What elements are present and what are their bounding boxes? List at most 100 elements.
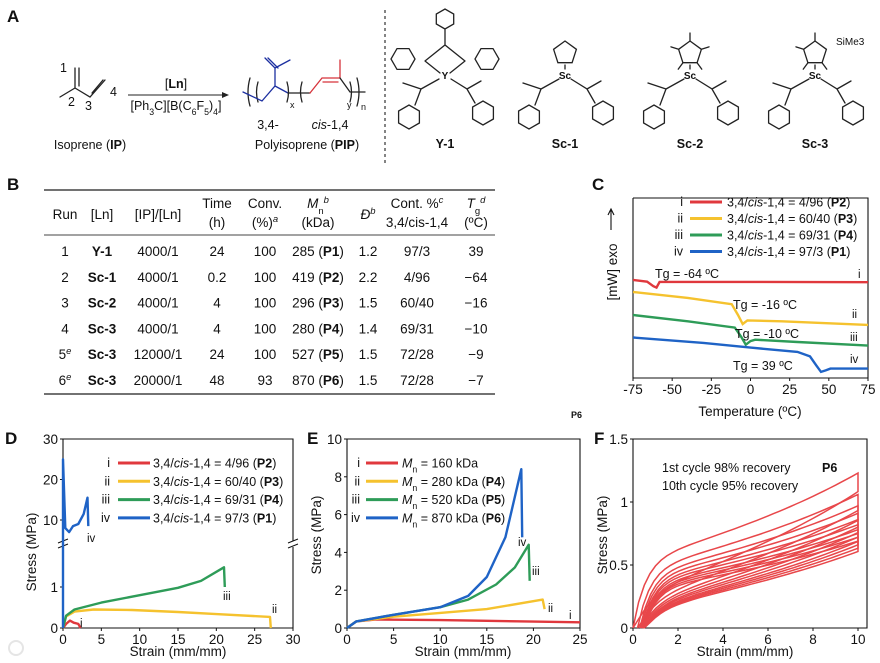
cell-d: 1.4 xyxy=(359,321,378,336)
complex-name: Sc-2 xyxy=(677,137,703,151)
legend-tag: iii xyxy=(352,493,360,507)
column-header: Conv. xyxy=(248,196,282,211)
y-axis-label: [mW] exo xyxy=(605,243,620,300)
legend-item: iii 3,4/cis-1,4 = 69/31 (P4) xyxy=(102,493,284,508)
unit-34-label: 3,4- xyxy=(257,118,279,132)
cell-mn: 527 (P5) xyxy=(292,347,344,362)
legend-tag: iv xyxy=(674,245,684,259)
tg-annotation: Tg = -64 ºC xyxy=(655,267,719,281)
curve-tag: iv xyxy=(518,537,527,549)
y-axis-label: Stress (MPa) xyxy=(309,496,324,575)
cell-d: 1.5 xyxy=(359,296,378,311)
y-tick-label: 8 xyxy=(334,470,342,485)
cell-time: 4 xyxy=(213,321,221,336)
x-tick-label: 75 xyxy=(860,382,875,397)
ligand-bonds xyxy=(397,78,495,130)
metal-atom: Sc xyxy=(684,71,697,82)
cocatalyst-label: [Ph3C][B(C6F5)4] xyxy=(130,99,221,117)
tg-annotation: Tg = 39 ºC xyxy=(733,359,793,373)
complex-sc-3: Sc SiMe3 Sc-3 xyxy=(767,32,865,151)
x-tick-label: 6 xyxy=(764,632,772,647)
legend-label: 3,4/cis-1,4 = 60/40 (P3) xyxy=(153,475,283,489)
cell-mn: 870 (P6) xyxy=(292,373,344,388)
repeat-subscript-n: n xyxy=(361,102,366,112)
legend-tag: ii xyxy=(354,474,360,488)
panel-label-e: E xyxy=(307,429,318,448)
stray-sample-label: P6 xyxy=(571,410,582,420)
x-tick-label: -75 xyxy=(623,382,643,397)
table-row: 3 Sc-2 4000/1 4 100 1.5 60/40 −16 296 (P3) xyxy=(61,296,487,311)
sample-label: P6 xyxy=(822,461,837,475)
panel-label-d: D xyxy=(5,429,17,448)
legend-label: Mn = 280 kDa (P4) xyxy=(402,475,505,493)
cell-conv: 100 xyxy=(254,321,277,336)
x-tick-label: 10 xyxy=(433,632,448,647)
cell-d: 1.5 xyxy=(359,347,378,362)
legend-item: iv Mn = 870 kDa (P6) xyxy=(351,511,505,530)
legend-label: Mn = 870 kDa (P6) xyxy=(402,511,505,529)
cell-time: 0.2 xyxy=(208,270,227,285)
cell-ratio: 4000/1 xyxy=(137,296,178,311)
cell-mn: 280 (P4) xyxy=(292,321,344,336)
y-tick-label: 1 xyxy=(50,580,58,595)
repeat-subscript-y: y xyxy=(347,100,352,110)
curve-tag: iv xyxy=(87,533,96,545)
cell-mn: 285 (P1) xyxy=(292,244,344,259)
x-tick-label: 4 xyxy=(719,632,727,647)
cell-d: 1.5 xyxy=(359,373,378,388)
tg-annotation: Tg = -10 ºC xyxy=(735,327,799,341)
x-tick-label: 5 xyxy=(390,632,398,647)
cell-ln: Y-1 xyxy=(92,244,113,259)
cell-conv: 100 xyxy=(254,347,277,362)
dsc-curve-iv xyxy=(632,336,868,374)
trimethylsilyl-label: SiMe3 xyxy=(836,37,865,48)
y-tick-label: 30 xyxy=(43,432,58,447)
carbon-number: 2 xyxy=(68,95,75,109)
legend-tag: ii xyxy=(104,474,110,488)
legend-item: iii 3,4/cis-1,4 = 69/31 (P4) xyxy=(675,228,858,243)
curve-tag: iii xyxy=(223,591,231,603)
x-tick-label: 5 xyxy=(98,632,106,647)
y-tick-label: 0 xyxy=(334,621,342,636)
reaction-scheme: 1 2 3 4 [Ln] [Ph3C][B(C6F5)4] x y n 3,4-… xyxy=(54,8,865,165)
x-tick-label: 25 xyxy=(572,632,587,647)
legend-item: i 3,4/cis-1,4 = 4/96 (P2) xyxy=(680,195,850,210)
cell-time: 24 xyxy=(209,347,225,362)
cell-ln: Sc-1 xyxy=(88,270,117,285)
y-axis-label: Stress (MPa) xyxy=(24,513,39,592)
stress-strain-curve-iv xyxy=(346,468,524,629)
curve-tag: ii xyxy=(272,604,277,616)
legend-label: 3,4/cis-1,4 = 60/40 (P3) xyxy=(727,212,857,226)
stress-strain-curve-iv xyxy=(61,458,90,628)
cell-tg: −64 xyxy=(465,270,488,285)
unit-cis-label: cis-1,4 xyxy=(312,118,349,132)
catalyst-structures: Y Y-1 Sc Sc-1 Sc Sc-2 Sc SiMe3 Sc-3 xyxy=(390,8,865,151)
column-header-unit: 3,4/cis-1,4 xyxy=(386,215,449,230)
cell-conv: 100 xyxy=(254,296,277,311)
cell-tg: −16 xyxy=(465,296,488,311)
legend-tag: iii xyxy=(102,493,110,507)
y-tick-label: 1 xyxy=(620,495,628,510)
legend-label: 3,4/cis-1,4 = 4/96 (P2) xyxy=(153,457,276,471)
x-tick-label: 0 xyxy=(59,632,67,647)
cell-mn: 419 (P2) xyxy=(292,270,344,285)
cell-run: 4 xyxy=(61,321,69,336)
table-row: 2 Sc-1 4000/1 0.2 100 2.2 4/96 −64 419 (P2) xyxy=(61,270,488,285)
metal-atom: Sc xyxy=(559,71,572,82)
legend-tag: iii xyxy=(675,228,683,242)
curve-tag: iv xyxy=(850,354,859,366)
x-axis-label: Strain (mm/mm) xyxy=(697,644,794,659)
cell-ratio: 4000/1 xyxy=(137,244,178,259)
x-tick-label: 8 xyxy=(809,632,817,647)
ligand-bonds xyxy=(767,78,865,130)
legend-label: 3,4/cis-1,4 = 4/96 (P2) xyxy=(727,196,850,210)
polymer-name: Polyisoprene (PIP) xyxy=(255,138,359,152)
polyisoprene-structure: x y n xyxy=(242,57,366,112)
cycle-curve-10 xyxy=(643,540,859,629)
tg-annotation: Tg = -16 ºC xyxy=(733,298,797,312)
stress-strain-curve-iii xyxy=(61,566,226,629)
cell-tg: −10 xyxy=(465,321,488,336)
column-header-unit: (h) xyxy=(209,215,226,230)
polymerization-table: Run [Ln] [IP]/[Ln] Time (h) Conv. (%)a Mnb(kDa)… xyxy=(44,189,495,395)
